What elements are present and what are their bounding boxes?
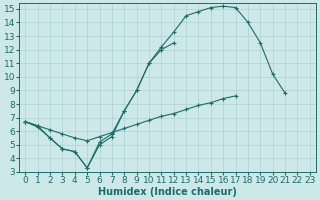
X-axis label: Humidex (Indice chaleur): Humidex (Indice chaleur) xyxy=(98,187,237,197)
